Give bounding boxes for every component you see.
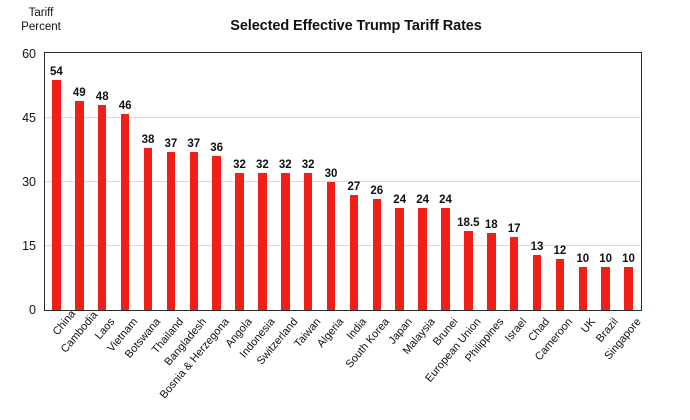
bar-value-label: 30: [324, 168, 338, 180]
bar-value-label: 32: [233, 159, 246, 172]
y-axis-caption-line1: Tariff: [28, 7, 54, 19]
bar[interactable]: [601, 267, 610, 310]
bar[interactable]: [555, 258, 565, 310]
bar-slot: 10: [599, 53, 613, 310]
bar-slot: 37: [164, 53, 178, 310]
y-axis-tick-label: 15: [22, 238, 36, 253]
bar-slot: 46: [118, 53, 132, 310]
bar-value-label: 32: [301, 159, 315, 172]
bar-slot: 24: [439, 53, 452, 310]
bar-value-label: 37: [187, 138, 201, 151]
bar[interactable]: [258, 173, 267, 310]
bar-slot: 26: [370, 53, 384, 310]
bar-slot: 38: [141, 53, 155, 310]
bar[interactable]: [212, 156, 221, 310]
bar[interactable]: [349, 194, 359, 310]
bar[interactable]: [52, 79, 61, 310]
bar-slot: 32: [255, 53, 269, 310]
bar-value-label: 37: [164, 138, 178, 151]
bar-slot: 27: [347, 53, 361, 310]
bar-value-label: 38: [141, 133, 155, 146]
bar-slot: 30: [324, 53, 338, 310]
bar-value-label: 27: [347, 180, 361, 193]
bar[interactable]: [464, 231, 473, 310]
bar-slot: 49: [72, 53, 86, 310]
bar-slot: 32: [233, 53, 246, 310]
bar-value-label: 48: [95, 91, 109, 104]
bar[interactable]: [166, 152, 176, 310]
y-axis-tick-label: 60: [22, 46, 36, 61]
bar-value-label: 54: [50, 65, 63, 78]
bar-value-label: 18.5: [457, 217, 480, 230]
bar-value-label: 13: [530, 240, 544, 253]
bar-slot: 32: [278, 53, 292, 310]
bar-value-label: 18: [484, 219, 498, 232]
bar-value-label: 36: [210, 142, 224, 155]
bar-slot: 10: [576, 53, 590, 310]
bar-value-label: 32: [278, 159, 292, 172]
bar[interactable]: [532, 254, 542, 310]
bar[interactable]: [303, 173, 313, 310]
bar[interactable]: [326, 182, 336, 310]
bar-slot: 17: [507, 53, 521, 310]
bar-slot: 32: [301, 53, 315, 310]
bar[interactable]: [143, 147, 153, 310]
bar[interactable]: [97, 105, 107, 310]
y-axis-caption-line2: Percent: [21, 21, 61, 33]
bar[interactable]: [624, 267, 633, 310]
bar[interactable]: [75, 100, 84, 310]
bar-slot: 13: [530, 53, 544, 310]
bar-value-label: 10: [576, 253, 590, 266]
bar[interactable]: [487, 233, 496, 310]
y-axis-tick-label: 30: [22, 174, 36, 189]
bar-slot: 10: [622, 53, 635, 310]
y-axis-caption: Tariff Percent: [6, 6, 76, 34]
bar-slot: 54: [50, 53, 63, 310]
bar[interactable]: [509, 237, 519, 310]
x-axis-tick-labels: China Cambodia Laos Vietnam Botswana Thailand…: [44, 308, 644, 420]
bar-slot: 18.5: [457, 53, 480, 310]
bar-slot: 48: [95, 53, 109, 310]
bar[interactable]: [189, 152, 198, 310]
bar-value-label: 49: [72, 86, 86, 99]
bar[interactable]: [372, 199, 382, 310]
plot-area: 54 49 48 46 38 37 37 36 32 32 32 32 30 27 26 24 24 24 18.5…: [44, 52, 642, 311]
y-axis-tick-labels: 0 15 30 45 60: [0, 47, 690, 317]
bar-value-label: 46: [118, 99, 132, 112]
bar[interactable]: [441, 207, 450, 310]
bar-value-label: 24: [416, 193, 429, 206]
bar[interactable]: [120, 113, 130, 310]
chart-title: Selected Effective Trump Tariff Rates: [230, 18, 482, 34]
bar[interactable]: [235, 173, 244, 310]
gridline: [45, 117, 641, 118]
bar-slot: 24: [393, 53, 407, 310]
bar-value-label: 10: [622, 253, 635, 266]
bar[interactable]: [418, 207, 427, 310]
y-axis-tick-label: 0: [29, 302, 36, 317]
gridline: [45, 181, 641, 182]
bar-slot: 36: [210, 53, 224, 310]
bar-value-label: 24: [439, 193, 452, 206]
bar[interactable]: [395, 207, 404, 310]
bar-value-label: 12: [553, 244, 567, 257]
bar-value-label: 17: [507, 223, 521, 236]
bar[interactable]: [578, 267, 588, 310]
bar-slot: 24: [416, 53, 429, 310]
bar-slot: 12: [553, 53, 567, 310]
bar-value-label: 10: [599, 253, 613, 266]
gridline: [45, 245, 641, 246]
bar[interactable]: [281, 173, 290, 310]
bar-value-label: 32: [255, 159, 269, 172]
y-axis-tick-label: 45: [22, 110, 36, 125]
bar-slot: 18: [484, 53, 498, 310]
bar-value-label: 24: [393, 193, 407, 206]
bar-value-label: 26: [370, 185, 384, 198]
plot-inner: 54 49 48 46 38 37 37 36 32 32 32 32 30 27 26 24 24 24 18.5…: [45, 53, 641, 310]
bar-slot: 37: [187, 53, 201, 310]
